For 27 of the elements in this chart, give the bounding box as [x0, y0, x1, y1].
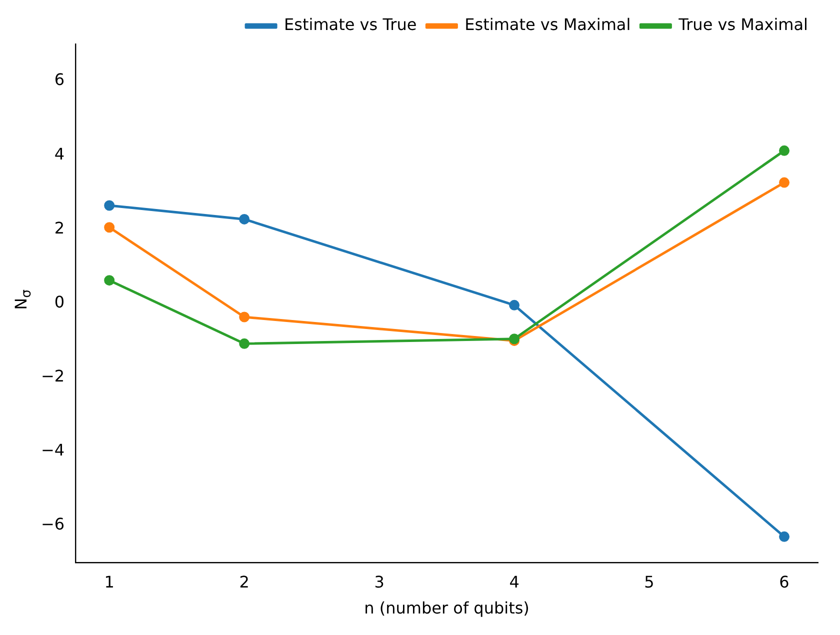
y-tick-label: 4: [54, 144, 65, 164]
x-tick-label: 2: [239, 572, 250, 592]
y-tick-label: −6: [40, 514, 65, 534]
y-tick-label: −4: [40, 440, 65, 460]
point: [104, 200, 115, 211]
legend-label: Estimate vs True: [284, 15, 417, 34]
y-tick-label: 6: [54, 70, 65, 90]
x-axis-title: n (number of qubits): [364, 598, 530, 618]
point: [104, 275, 115, 286]
y-tick-label: 2: [54, 218, 65, 238]
x-tick-label: 3: [374, 572, 384, 592]
point: [779, 531, 790, 542]
x-tick-label: 5: [644, 572, 654, 592]
y-tick-label: 0: [54, 292, 65, 312]
point: [779, 145, 790, 156]
legend-label: True vs Maximal: [678, 15, 808, 34]
legend-label: Estimate vs Maximal: [464, 15, 631, 34]
point: [239, 312, 250, 322]
x-tick-label: 6: [779, 572, 790, 592]
y-tick-label: −2: [40, 366, 65, 386]
point: [509, 300, 520, 310]
point: [779, 177, 790, 188]
point: [239, 338, 250, 349]
point: [239, 214, 250, 224]
point: [104, 222, 115, 233]
x-tick-label: 4: [509, 572, 520, 592]
x-tick-label: 1: [104, 572, 114, 592]
